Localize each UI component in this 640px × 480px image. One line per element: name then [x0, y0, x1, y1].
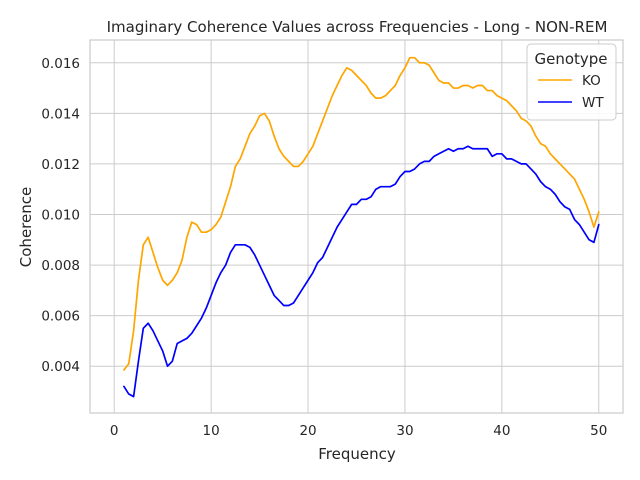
legend: Genotype KO WT	[526, 43, 617, 121]
x-tick-label: 0	[110, 423, 119, 439]
series-layer	[123, 56, 600, 398]
x-tick-label: 40	[493, 423, 510, 439]
x-axis-title: Frequency	[318, 445, 396, 463]
legend-frame	[526, 43, 617, 121]
y-axis-ticks: 0.004 0.006 0.008 0.010 0.012 0.014 0.016	[41, 56, 80, 375]
series-line-wt	[123, 145, 600, 398]
y-tick-label: 0.004	[41, 359, 80, 375]
y-tick-label: 0.006	[41, 309, 80, 325]
legend-label-wt: WT	[582, 95, 604, 111]
y-tick-label: 0.016	[41, 56, 80, 72]
y-tick-label: 0.012	[41, 157, 80, 173]
plot-frame	[89, 39, 624, 414]
y-tick-label: 0.014	[41, 106, 80, 122]
chart-title: Imaginary Coherence Values across Freque…	[107, 18, 608, 36]
x-axis-ticks: 0 10 20 30 40 50	[110, 423, 607, 439]
y-tick-label: 0.010	[41, 207, 80, 223]
x-tick-label: 20	[299, 423, 316, 439]
x-tick-label: 30	[396, 423, 413, 439]
y-tick-label: 0.008	[41, 258, 80, 274]
legend-label-ko: KO	[582, 73, 601, 89]
legend-title: Genotype	[534, 50, 607, 68]
y-axis-title: Coherence	[17, 187, 35, 267]
x-tick-label: 50	[590, 423, 607, 439]
x-tick-label: 10	[203, 423, 220, 439]
series-line-ko	[123, 56, 600, 371]
